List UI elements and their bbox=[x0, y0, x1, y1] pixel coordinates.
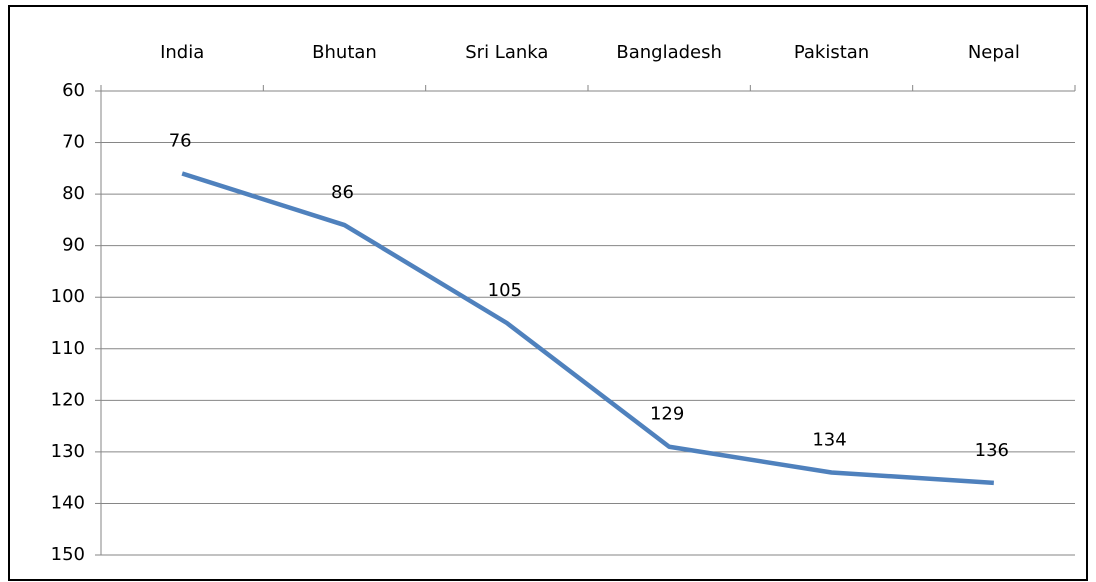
y-tick-label: 110 bbox=[51, 338, 85, 359]
data-line bbox=[181, 171, 994, 486]
y-tick-label: 120 bbox=[51, 389, 85, 410]
x-tick-label: Pakistan bbox=[794, 42, 869, 63]
data-label: 105 bbox=[488, 280, 522, 301]
data-label: 86 bbox=[331, 182, 354, 203]
y-tick-label: 80 bbox=[62, 183, 85, 204]
data-label: 134 bbox=[812, 430, 846, 451]
y-tick-label: 130 bbox=[51, 441, 85, 462]
y-tick-label: 60 bbox=[62, 80, 85, 101]
y-tick-label: 140 bbox=[51, 492, 85, 513]
x-tick-label: Sri Lanka bbox=[465, 42, 548, 63]
x-tick-label: Nepal bbox=[968, 42, 1020, 63]
x-tick-label: India bbox=[160, 42, 204, 63]
data-label: 129 bbox=[650, 404, 684, 425]
data-label: 136 bbox=[975, 440, 1009, 461]
chart-border bbox=[8, 5, 1088, 581]
y-tick-label: 90 bbox=[62, 235, 85, 256]
data-label: 76 bbox=[169, 130, 192, 151]
y-tick-label: 100 bbox=[51, 286, 85, 307]
x-tick-label: Bangladesh bbox=[616, 42, 722, 63]
y-tick-label: 70 bbox=[62, 132, 85, 153]
x-tick-label: Bhutan bbox=[312, 42, 377, 63]
y-tick-label: 150 bbox=[51, 544, 85, 565]
